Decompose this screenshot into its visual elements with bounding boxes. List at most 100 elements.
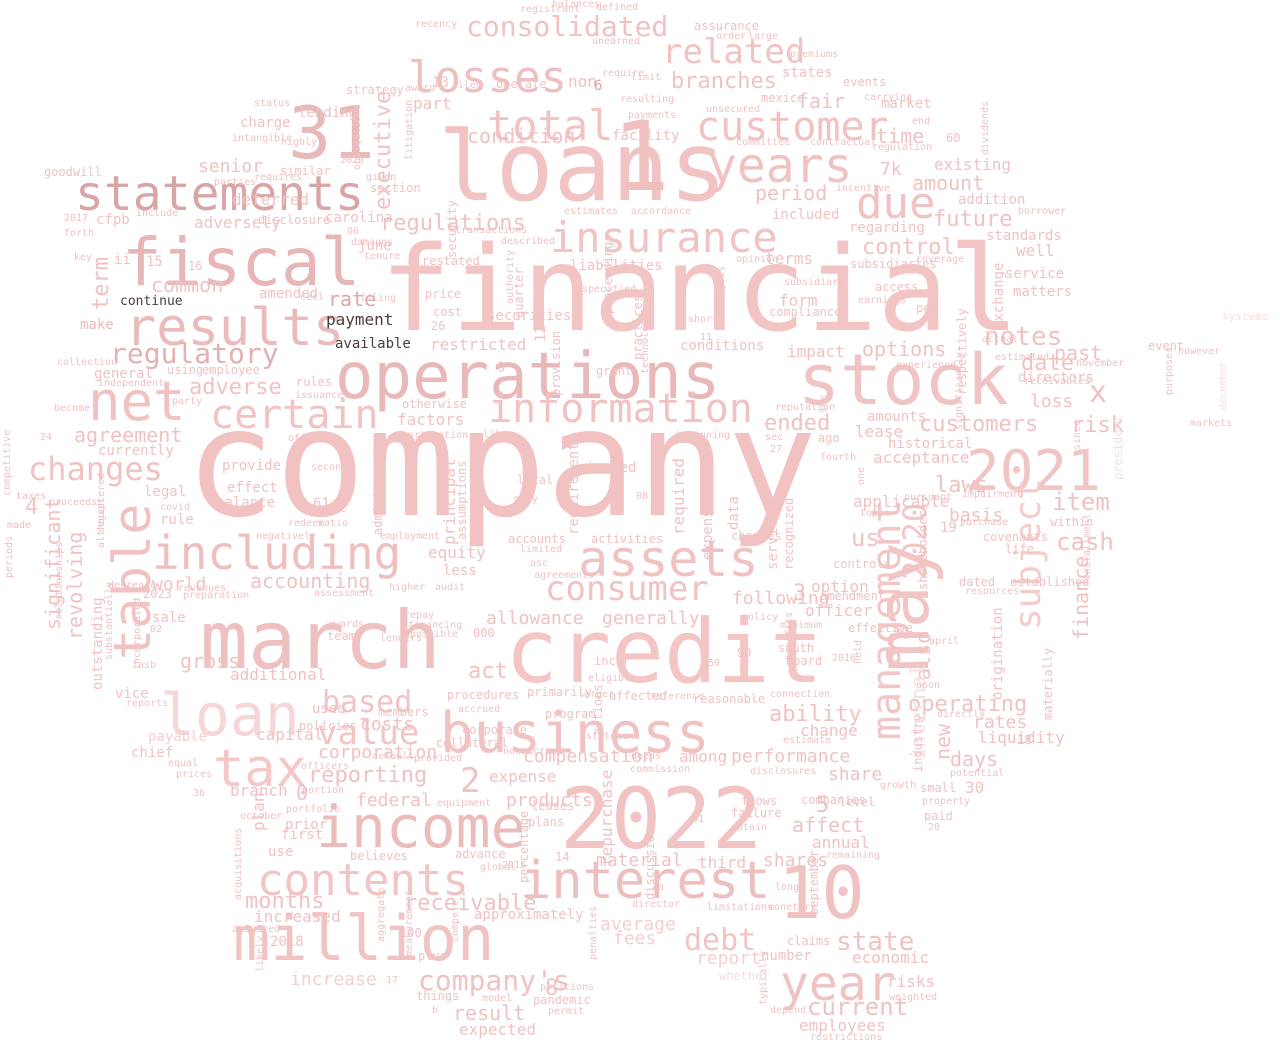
word-april: april — [929, 636, 959, 647]
word-asc: asc — [530, 558, 548, 569]
word-connection: connection — [770, 689, 830, 700]
word-fasb: fasb — [132, 660, 156, 671]
word-members: members — [378, 705, 429, 719]
word-16: 16 — [188, 259, 202, 273]
word-using: using — [167, 363, 203, 377]
word-control: control — [862, 235, 955, 260]
word-08: 08 — [636, 491, 648, 502]
word-000: 000 — [473, 626, 495, 640]
word-8: 8 — [545, 976, 558, 1001]
word-strategy: strategy — [346, 83, 404, 97]
word-purchase: purchase — [960, 517, 1008, 528]
word-premiums: premiums — [790, 49, 838, 60]
word-included: included — [772, 207, 839, 223]
word-interest: interest — [520, 851, 770, 911]
word-ratio: ratio — [318, 518, 348, 529]
word-origination: origination — [990, 607, 1006, 700]
word-acquired: acquired — [232, 924, 280, 935]
word-status: status — [254, 98, 290, 109]
word-november: november — [1076, 358, 1124, 369]
word-insurance: insurance — [550, 213, 778, 262]
word-01: 01 — [692, 814, 704, 825]
word-property: property — [922, 796, 970, 807]
word-prior: prior — [285, 817, 327, 833]
word-award: award — [405, 83, 435, 94]
word-facility: facility — [612, 128, 679, 144]
word-assets: assets — [578, 530, 759, 588]
word-price: price — [425, 287, 461, 301]
word-0: 0 — [296, 781, 308, 805]
word-cfpb: cfpb — [96, 212, 130, 228]
word-chief: chief — [131, 745, 173, 761]
word-amended: amended — [259, 286, 318, 302]
word-statements: statements — [75, 166, 364, 222]
word-currently: currently — [98, 443, 174, 459]
word-flows: flows — [741, 794, 777, 808]
word-reports: reports — [126, 698, 168, 709]
word-collateral: collateral — [436, 736, 508, 750]
word-preparation: preparation — [183, 590, 249, 601]
word-part: part — [413, 94, 452, 113]
word-however: however — [1178, 346, 1220, 357]
word-branches: branches — [671, 69, 777, 94]
word-2017: 2017 — [64, 213, 88, 224]
word-annual: annual — [812, 833, 870, 852]
word-also: also — [911, 632, 935, 680]
word-information: information — [488, 386, 753, 432]
word-resources: resources — [965, 586, 1019, 597]
word-past: past — [1054, 341, 1102, 365]
word-discussion: discussion — [643, 828, 657, 900]
word-relationships: relationships — [54, 542, 65, 620]
word-2021: 2021 — [966, 439, 1101, 504]
word-assurance: assurance — [694, 19, 759, 33]
word-limited: limited — [520, 544, 562, 555]
word-penalties: penalties — [588, 906, 599, 960]
word-due: due — [856, 178, 935, 229]
word-securities: securities — [487, 308, 571, 324]
word-time: time — [876, 124, 924, 148]
word-balance: balance — [216, 495, 275, 511]
word-awards: awards — [328, 619, 364, 630]
word-global: global — [480, 862, 516, 873]
word-addition: addition — [958, 192, 1025, 208]
word-amendment: amendment — [820, 589, 885, 603]
word-new: new — [931, 723, 955, 760]
word-operations: operations — [335, 340, 720, 414]
word-held: held — [853, 640, 864, 664]
word-restricted: restricted — [430, 335, 526, 354]
word-restrictions: restrictions — [810, 1032, 882, 1042]
word-payable: payable — [148, 729, 207, 745]
word-monetary: monetary — [768, 902, 816, 913]
word-section: section — [370, 181, 421, 195]
word-long: long — [775, 882, 799, 893]
word-materially: materially — [1041, 648, 1055, 720]
word-notes: notes — [984, 322, 1062, 352]
word-authority: authority — [505, 250, 516, 304]
word-liquidity: liquidity — [978, 728, 1065, 747]
word-office: office — [288, 433, 324, 444]
word-2019: 2019 — [340, 155, 364, 166]
word-registrant: registrant — [520, 4, 580, 15]
word-impact: impact — [787, 342, 845, 361]
word-agreements: agreements — [534, 570, 594, 581]
word-27: 27 — [770, 444, 782, 455]
word-losses: losses — [408, 52, 567, 103]
word-regarding: regarding — [849, 220, 925, 236]
word-sale: sale — [152, 610, 186, 626]
word-loss: loss — [1030, 391, 1073, 412]
word-become: become — [54, 403, 90, 414]
word-02: 02 — [150, 624, 162, 635]
word-branch: branch — [230, 781, 288, 800]
word-available: available — [335, 336, 411, 352]
word-revenues: revenues — [178, 583, 226, 594]
word-installment: installment — [1082, 514, 1093, 580]
word-committee: committee — [736, 137, 790, 148]
word-exchange: exchange — [991, 263, 1007, 330]
word-registered: registered — [96, 473, 107, 533]
word-operate: operate — [496, 77, 547, 91]
word-form: form — [779, 291, 818, 310]
word-3: 3 — [793, 581, 806, 606]
word-amortization: amortization — [396, 430, 468, 441]
word-employees: employees — [799, 1016, 886, 1035]
word-consolidated: consolidated — [466, 10, 668, 43]
